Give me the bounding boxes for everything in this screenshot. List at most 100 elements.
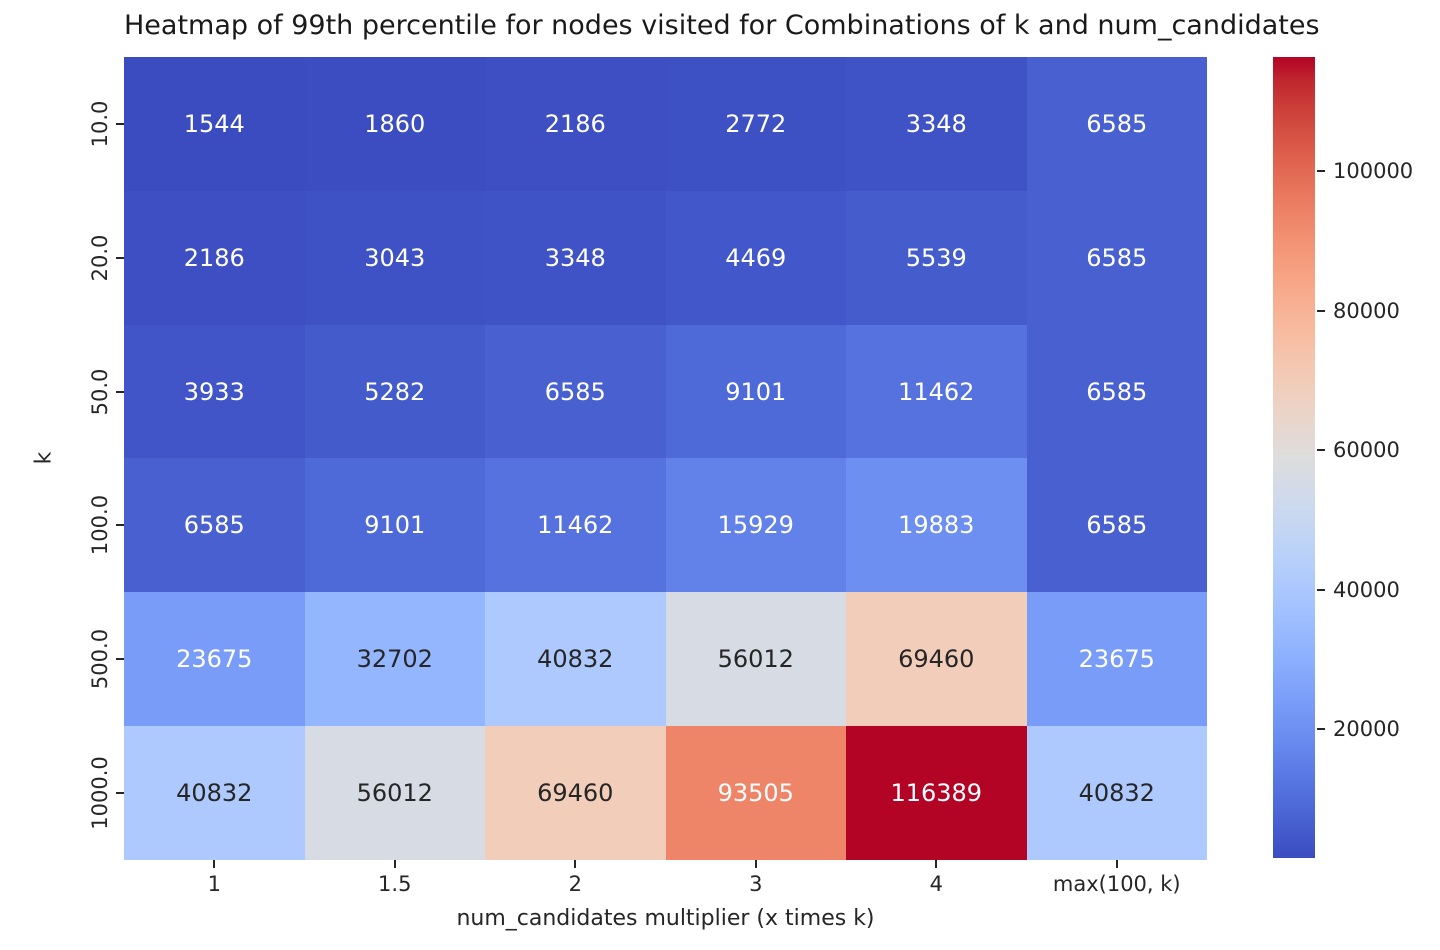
colorbar-tick-mark: [1317, 449, 1325, 452]
colorbar-tick-label: 40000: [1333, 577, 1400, 602]
x-tick-label: 3: [749, 872, 763, 896]
cell-value: 23675: [176, 645, 253, 674]
cell-value: 6585: [1086, 109, 1148, 138]
y-tick-mark: [116, 390, 124, 393]
cell-value: 6585: [183, 511, 245, 540]
cell-value: 32702: [356, 645, 433, 674]
heatmap-cell: 6585: [485, 324, 666, 459]
y-axis-label: k: [31, 451, 57, 465]
x-tick-mark: [213, 860, 216, 868]
x-tick-mark: [754, 860, 757, 868]
cell-value: 5282: [364, 377, 426, 406]
x-tick-mark: [1115, 860, 1118, 868]
chart-title: Heatmap of 99th percentile for nodes vis…: [124, 10, 1320, 41]
cell-value: 1544: [183, 109, 245, 138]
cell-value: 4469: [725, 243, 787, 272]
heatmap-cell: 6585: [1026, 57, 1207, 191]
y-tick-mark: [116, 792, 124, 795]
cell-value: 19883: [898, 511, 975, 540]
colorbar-tick-mark: [1317, 588, 1325, 591]
y-tick-label: 1000.0: [88, 756, 112, 830]
y-tick-label: 20.0: [88, 234, 112, 282]
cell-value: 1860: [364, 109, 426, 138]
colorbar-tick-mark: [1317, 170, 1325, 173]
x-tick-label: 1.5: [378, 872, 412, 896]
x-tick-mark: [393, 860, 396, 868]
heatmap-cell: 23675: [124, 592, 305, 727]
cell-value: 56012: [717, 645, 794, 674]
colorbar-tick-mark: [1317, 728, 1325, 731]
colorbar-tick-label: 60000: [1333, 438, 1400, 463]
heatmap-cell: 3933: [124, 324, 305, 459]
colorbar-tick-label: 20000: [1333, 717, 1400, 742]
heatmap-cell: 6585: [124, 458, 305, 593]
heatmap-cell: 11462: [846, 324, 1027, 459]
heatmap-cell: 2186: [124, 190, 305, 325]
cell-value: 40832: [537, 645, 614, 674]
cell-value: 3348: [905, 109, 967, 138]
heatmap-cell: 40832: [124, 726, 305, 860]
y-tick-mark: [116, 256, 124, 259]
cell-value: 5539: [905, 243, 967, 272]
colorbar-tick-mark: [1317, 309, 1325, 312]
x-tick-label: 4: [929, 872, 943, 896]
cell-value: 9101: [364, 511, 426, 540]
heatmap-cell: 11462: [485, 458, 666, 593]
heatmap-cell: 23675: [1026, 592, 1207, 727]
heatmap-cell: 1544: [124, 57, 305, 191]
heatmap-cell: 69460: [485, 726, 666, 860]
x-tick-mark: [574, 860, 577, 868]
cell-value: 11462: [537, 511, 614, 540]
heatmap-cell: 5282: [304, 324, 485, 459]
cell-value: 3348: [544, 243, 606, 272]
cell-value: 69460: [898, 645, 975, 674]
colorbar-tick-label: 100000: [1333, 159, 1414, 184]
y-tick-label: 10.0: [88, 100, 112, 148]
cell-value: 6585: [1086, 377, 1148, 406]
cell-value: 15929: [717, 511, 794, 540]
cell-value: 2186: [544, 109, 606, 138]
heatmap-plot-area: 1544 1860 2186 2772 3348 6585 2186 3043 3348 4469…: [124, 57, 1207, 860]
y-tick-label: 100.0: [88, 495, 112, 556]
cell-value: 6585: [1086, 511, 1148, 540]
heatmap-cell: 2186: [485, 57, 666, 191]
cell-value: 69460: [537, 779, 614, 808]
cell-value: 116389: [890, 779, 983, 808]
x-axis-label: num_candidates multiplier (x times k): [456, 906, 875, 931]
heatmap-cell: 2772: [665, 57, 846, 191]
heatmap-cell: 69460: [846, 592, 1027, 727]
heatmap-cell: 3348: [485, 190, 666, 325]
x-tick-label: 1: [207, 872, 221, 896]
heatmap-cell: 56012: [304, 726, 485, 860]
heatmap-cell: 116389: [846, 726, 1027, 860]
heatmap-cell: 9101: [665, 324, 846, 459]
heatmap-cell: 15929: [665, 458, 846, 593]
cell-value: 6585: [1086, 243, 1148, 272]
heatmap-cell: 32702: [304, 592, 485, 727]
heatmap-cell: 40832: [1026, 726, 1207, 860]
heatmap-cell: 93505: [665, 726, 846, 860]
cell-value: 3043: [364, 243, 426, 272]
heatmap-cell: 4469: [665, 190, 846, 325]
cell-value: 93505: [717, 779, 794, 808]
y-tick-label: 500.0: [88, 629, 112, 690]
cell-value: 6585: [544, 377, 606, 406]
cell-value: 40832: [1078, 779, 1155, 808]
cell-value: 40832: [176, 779, 253, 808]
colorbar-tick-label: 80000: [1333, 298, 1400, 323]
heatmap-cell: 5539: [846, 190, 1027, 325]
cell-value: 3933: [183, 377, 245, 406]
heatmap-cell: 40832: [485, 592, 666, 727]
x-tick-label: max(100, k): [1052, 872, 1181, 896]
x-tick-label: 2: [568, 872, 582, 896]
cell-value: 23675: [1078, 645, 1155, 674]
y-tick-mark: [116, 122, 124, 125]
y-tick-mark: [116, 524, 124, 527]
heatmap-cell: 9101: [304, 458, 485, 593]
cell-value: 2186: [183, 243, 245, 272]
y-tick-mark: [116, 658, 124, 661]
x-tick-mark: [935, 860, 938, 868]
heatmap-cell: 6585: [1026, 324, 1207, 459]
cell-value: 9101: [725, 377, 787, 406]
